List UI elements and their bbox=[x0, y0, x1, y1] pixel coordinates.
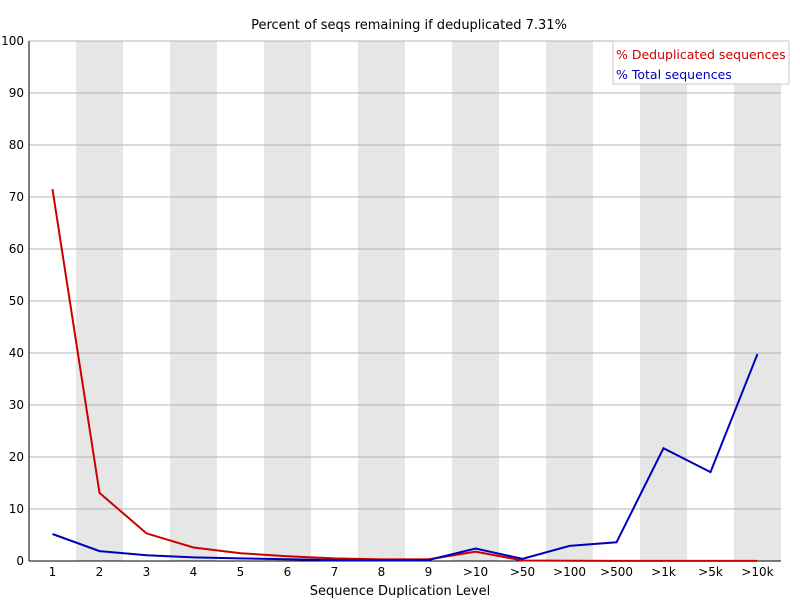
x-tick-label: >500 bbox=[600, 565, 633, 579]
y-tick-label: 50 bbox=[9, 294, 24, 308]
y-tick-label: 60 bbox=[9, 242, 24, 256]
x-tick-label: 9 bbox=[425, 565, 433, 579]
chart-title: Percent of seqs remaining if deduplicate… bbox=[251, 18, 567, 33]
y-tick-label: 10 bbox=[9, 502, 24, 516]
gridlines bbox=[29, 40, 781, 510]
legend-box bbox=[612, 40, 790, 85]
x-tick-label: 1 bbox=[49, 565, 57, 579]
y-tick-label: 70 bbox=[9, 190, 24, 204]
x-tick-label: >10 bbox=[463, 565, 488, 579]
x-tick-label: >50 bbox=[510, 565, 535, 579]
y-tick-label: 30 bbox=[9, 398, 24, 412]
y-tick-label: 20 bbox=[9, 450, 24, 464]
series-line-total bbox=[52, 353, 759, 562]
series-lines bbox=[51, 189, 759, 562]
x-tick-label: 8 bbox=[378, 565, 386, 579]
x-tick-label: 2 bbox=[96, 565, 104, 579]
y-tick-label: 80 bbox=[9, 138, 24, 152]
x-tick-label: >1k bbox=[651, 565, 676, 579]
legend: % Deduplicated sequences % Total sequenc… bbox=[612, 40, 790, 85]
y-tick-labels: 0 10 20 30 40 50 60 70 80 90 100 bbox=[1, 34, 24, 568]
legend-label-total: % Total sequences bbox=[616, 67, 732, 82]
legend-label-deduplicated: % Deduplicated sequences bbox=[616, 47, 786, 62]
x-tick-label: >10k bbox=[741, 565, 773, 579]
x-tick-labels: 1 2 3 4 5 6 7 8 9 >10 >50 >100 >500 >1k >5k >10k bbox=[49, 565, 774, 579]
y-tick-label: 0 bbox=[16, 554, 24, 568]
y-tick-label: 40 bbox=[9, 346, 24, 360]
x-tick-label: 4 bbox=[190, 565, 198, 579]
y-tick-label: 100 bbox=[1, 34, 24, 48]
x-tick-label: 3 bbox=[143, 565, 151, 579]
x-tick-label: 6 bbox=[284, 565, 292, 579]
y-tick-label: 90 bbox=[9, 86, 24, 100]
x-tick-label: 7 bbox=[331, 565, 339, 579]
x-tick-label: >5k bbox=[698, 565, 723, 579]
x-tick-label: >100 bbox=[553, 565, 586, 579]
x-tick-label: 5 bbox=[237, 565, 245, 579]
x-axis-label: Sequence Duplication Level bbox=[310, 584, 490, 599]
